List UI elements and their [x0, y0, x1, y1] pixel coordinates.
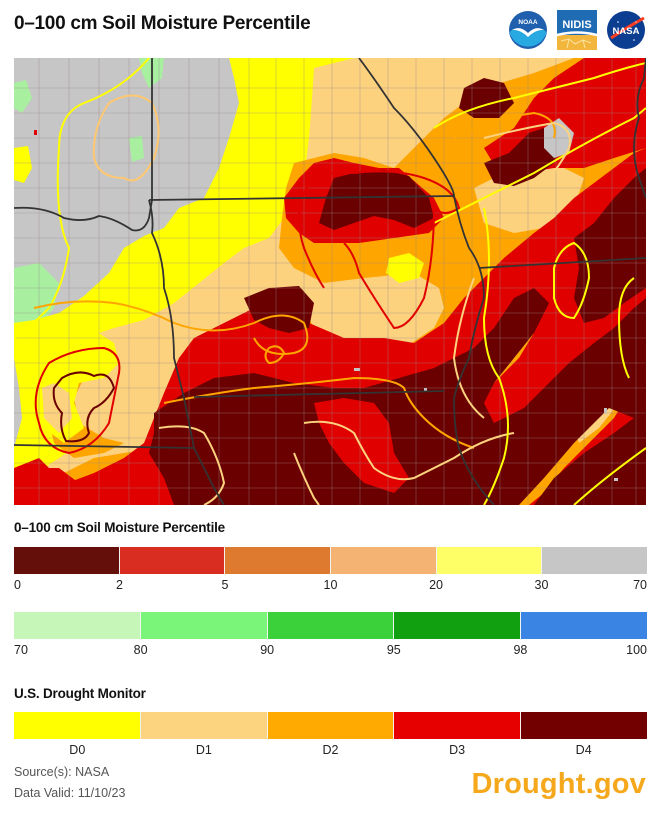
- soil-seg-20-30: [436, 547, 543, 574]
- tick-label: 20: [429, 578, 443, 592]
- tick-label: 10: [323, 578, 338, 592]
- soil-seg-10-20: [331, 547, 437, 574]
- tan-patch-center: [319, 283, 424, 333]
- footer-info: Source(s): NASA Data Valid: 11/10/23: [14, 762, 125, 804]
- map-pixel: [34, 130, 37, 135]
- drought-legend-title: U.S. Drought Monitor: [14, 686, 146, 701]
- drought-seg-d4: [521, 712, 647, 739]
- soil-seg-95-98: [394, 612, 522, 639]
- source-text: Source(s): NASA: [14, 765, 110, 779]
- dark-zone-ne: [484, 128, 559, 186]
- gray-specks: [354, 118, 618, 481]
- soil-moisture-map[interactable]: [14, 58, 646, 505]
- svg-text:NASA: NASA: [613, 26, 640, 37]
- soil-seg-70-80: [14, 612, 141, 639]
- drought-seg-d0: [14, 712, 141, 739]
- soil-legend-title: 0–100 cm Soil Moisture Percentile: [14, 520, 225, 535]
- soil-seg-98-100: [521, 612, 647, 639]
- drought-label-d1: D1: [195, 743, 212, 757]
- drought-label-d3: D3: [449, 743, 466, 757]
- nasa-logo-icon[interactable]: NASA: [606, 10, 646, 50]
- tick-label: 98: [513, 643, 528, 657]
- tick-label: 2: [116, 578, 123, 592]
- tick-label: 80: [133, 643, 148, 657]
- page-title: 0–100 cm Soil Moisture Percentile: [14, 13, 311, 34]
- tick-label: 70: [14, 643, 28, 657]
- drought-gov-link[interactable]: Drought.gov: [471, 768, 646, 800]
- tick-label: 0: [14, 578, 21, 592]
- tick-label: 30: [534, 578, 549, 592]
- soil-seg-5-10: [225, 547, 332, 574]
- soil-seg-0-2: [14, 547, 120, 574]
- soil-seg-2-5: [119, 547, 226, 574]
- drought-seg-d1: [140, 712, 268, 739]
- state-boundaries: [14, 58, 646, 505]
- drought-labels: D0 D1 D2 D3 D4: [14, 743, 647, 757]
- tick-label: 70: [633, 578, 647, 592]
- noaa-logo-icon[interactable]: NOAA: [508, 10, 548, 50]
- svg-text:NIDIS: NIDIS: [562, 19, 591, 31]
- drought-label-d4: D4: [575, 743, 592, 757]
- red-patch-sw: [14, 458, 64, 505]
- tick-label: 5: [221, 578, 229, 592]
- soil-seg-80-90: [140, 612, 268, 639]
- soil-dry-ticks: 0 2 5 10 20 30 70: [14, 578, 647, 596]
- data-valid-text: Data Valid: 11/10/23: [14, 786, 126, 800]
- tick-label: 100: [626, 643, 647, 657]
- soil-dry-color-bar: [14, 547, 648, 574]
- dark-zone-south: [149, 288, 646, 505]
- nidis-logo-icon[interactable]: NIDIS: [557, 10, 597, 50]
- map-canvas: [14, 58, 646, 505]
- svg-text:NOAA: NOAA: [518, 19, 537, 26]
- dark-zone-ne-top: [459, 78, 514, 118]
- soil-wet-color-bar: [14, 612, 647, 639]
- drought-contours: [14, 58, 646, 505]
- yellow-spot-central: [386, 253, 424, 283]
- soil-seg-30-70: [542, 547, 648, 574]
- drought-seg-d2: [267, 712, 395, 739]
- tick-label: 90: [260, 643, 275, 657]
- soil-seg-90-95: [267, 612, 395, 639]
- soil-wet-ticks: 70 80 90 95 98 100: [14, 643, 647, 661]
- partner-logos: NOAA NIDIS NASA: [508, 10, 646, 50]
- tick-label: 95: [386, 643, 401, 657]
- drought-seg-d3: [394, 712, 522, 739]
- county-grid: [14, 58, 646, 505]
- dark-zone-north: [319, 170, 434, 230]
- drought-color-bar: [14, 712, 647, 739]
- drought-label-d0: D0: [69, 743, 86, 757]
- dark-zone-central: [244, 286, 314, 333]
- drought-label-d2: D2: [322, 743, 339, 757]
